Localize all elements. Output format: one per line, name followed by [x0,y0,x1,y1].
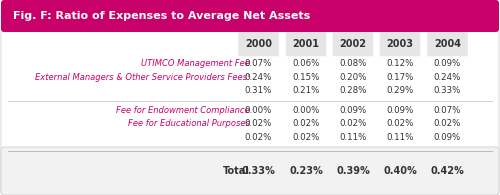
Text: 0.33%: 0.33% [242,166,276,176]
Text: 0.29%: 0.29% [386,86,413,95]
FancyBboxPatch shape [1,147,499,195]
Text: 0.02%: 0.02% [292,119,320,128]
Text: 0.00%: 0.00% [245,106,272,115]
FancyBboxPatch shape [1,0,499,32]
Text: Fig. F: Ratio of Expenses to Average Net Assets: Fig. F: Ratio of Expenses to Average Net… [13,11,310,21]
Text: 0.11%: 0.11% [340,133,366,142]
Text: 0.00%: 0.00% [292,106,320,115]
Text: 0.42%: 0.42% [430,166,464,176]
Text: 0.06%: 0.06% [292,59,320,68]
Text: 0.09%: 0.09% [340,106,366,115]
Text: 0.21%: 0.21% [292,86,320,95]
Text: 2002: 2002 [340,39,366,49]
Text: UTIMCO Management Fee: UTIMCO Management Fee [141,59,250,68]
FancyBboxPatch shape [332,31,374,57]
Text: 0.08%: 0.08% [340,59,366,68]
FancyBboxPatch shape [238,31,280,57]
Text: Total: Total [223,166,250,176]
Text: Fee for Educational Purposes: Fee for Educational Purposes [128,119,250,128]
FancyBboxPatch shape [285,31,327,57]
Text: 0.39%: 0.39% [336,166,370,176]
Text: 0.24%: 0.24% [245,73,272,82]
Text: 0.07%: 0.07% [434,106,461,115]
Text: 0.09%: 0.09% [434,59,461,68]
Text: 2000: 2000 [245,39,272,49]
Text: 0.02%: 0.02% [245,133,272,142]
FancyBboxPatch shape [1,28,499,195]
FancyBboxPatch shape [379,31,421,57]
Text: 0.33%: 0.33% [434,86,461,95]
Text: 0.02%: 0.02% [386,119,413,128]
Text: 0.09%: 0.09% [386,106,413,115]
Text: 0.23%: 0.23% [289,166,323,176]
Text: 2001: 2001 [292,39,320,49]
Text: 0.40%: 0.40% [383,166,417,176]
Text: 0.02%: 0.02% [340,119,366,128]
Text: 2004: 2004 [434,39,461,49]
Text: Fee for Endowment Compliance: Fee for Endowment Compliance [116,106,250,115]
Text: 0.02%: 0.02% [434,119,461,128]
Text: 0.24%: 0.24% [434,73,461,82]
Text: 0.31%: 0.31% [245,86,272,95]
Text: 0.02%: 0.02% [292,133,320,142]
FancyBboxPatch shape [426,31,469,57]
Text: 0.09%: 0.09% [434,133,461,142]
Text: 0.15%: 0.15% [292,73,320,82]
Text: 0.11%: 0.11% [386,133,413,142]
Text: 0.20%: 0.20% [340,73,366,82]
Text: 0.02%: 0.02% [245,119,272,128]
Text: 0.17%: 0.17% [386,73,413,82]
Text: 0.07%: 0.07% [245,59,272,68]
Text: 0.12%: 0.12% [386,59,413,68]
Text: 0.28%: 0.28% [340,86,366,95]
Text: 2003: 2003 [386,39,413,49]
Text: External Managers & Other Service Providers Fees¹: External Managers & Other Service Provid… [34,73,250,82]
